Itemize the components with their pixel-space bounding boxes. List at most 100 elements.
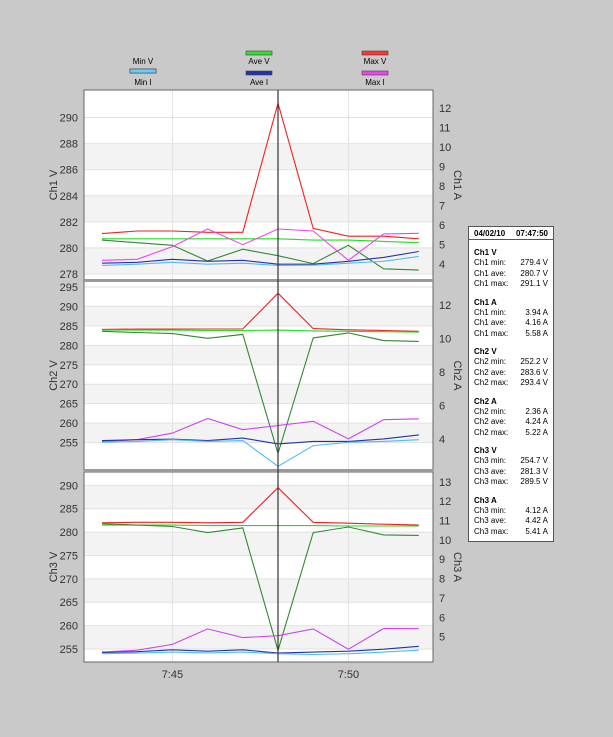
stats-value: 4.16 A [525, 318, 548, 327]
stats-value: 5.58 A [525, 328, 548, 338]
right-tick-label: 12 [439, 496, 451, 508]
series-line-ave-v [102, 524, 419, 527]
left-tick-label: 285 [60, 504, 78, 516]
left-tick-label: 288 [60, 139, 78, 151]
stats-key: Ch1 max: [474, 279, 509, 288]
stats-key: Ch3 ave: [474, 466, 507, 476]
series-line-max-i [101, 417, 419, 442]
right-tick-label: 12 [439, 103, 451, 115]
left-tick-label: 284 [60, 191, 78, 203]
grid-band [84, 384, 433, 404]
stats-value: 289.5 V [520, 477, 548, 486]
stats-row: Ch3 max: 5.41 A [474, 527, 548, 538]
stats-row: Ch2 min: 2.36 A [474, 407, 548, 418]
stats-key: Ch2 max: [474, 427, 509, 437]
left-tick-label: 260 [60, 621, 78, 633]
series-line-max-i [101, 627, 419, 653]
stats-group-title: Ch1 A [474, 297, 497, 307]
stats-group: Ch3 A Ch3 min: 4.12 A Ch3 ave: 4.42 A Ch3 max… [469, 495, 553, 538]
right-tick-label: 4 [439, 434, 445, 446]
stats-row: Ch3 min: 4.12 A [474, 506, 548, 517]
left-tick-label: 278 [60, 269, 78, 281]
left-tick-label: 286 [60, 165, 78, 177]
stats-row: Ch1 min: 3.94 A [474, 308, 548, 319]
series-line-max-i [101, 228, 419, 262]
stats-row: Ch2 ave: 283.6 V [474, 368, 548, 379]
left-tick-label: 270 [60, 379, 78, 391]
right-tick-label: 10 [439, 535, 451, 547]
stats-value: 2.36 A [525, 406, 548, 416]
stats-value: 283.6 V [520, 367, 548, 377]
stats-row: Ch1 min: 279.4 V [474, 258, 548, 269]
x-axis: 7:45 7:50 [162, 669, 359, 681]
stats-key: Ch1 min: [474, 307, 507, 317]
series-line-min-i [101, 439, 419, 467]
left-tick-label: 265 [60, 399, 78, 411]
stats-key: Ch1 max: [474, 328, 509, 338]
stats-row: Ch1 max: 5.58 A [474, 329, 548, 340]
series-line-ave-v [102, 329, 419, 333]
stats-key: Ch3 min: [474, 456, 507, 465]
series-line-max-v [101, 101, 419, 240]
stats-key: Ch1 min: [474, 258, 507, 267]
right-tick-label: 8 [439, 181, 445, 193]
right-tick-label: 12 [439, 300, 451, 312]
statistics-panel: 04/02/10 07:47:50 Ch1 V Ch1 min: 279.4 V Ch… [468, 226, 554, 542]
stats-row: Ch3 ave: 4.42 A [474, 516, 548, 527]
grid-band [84, 195, 433, 222]
panel-1: 278 280 282 284 286 288 290 4 5 6 7 8 9 10 11 12 Ch1 V Ch… [48, 89, 463, 281]
grid-band [84, 345, 433, 365]
stats-group-title: Ch2 V [474, 347, 497, 356]
series-line-ave-i [101, 250, 419, 265]
stats-key: Ch2 ave: [474, 367, 507, 377]
left-tick-label: 275 [60, 360, 78, 372]
right-tick-label: 6 [439, 400, 445, 412]
right-tick-label: 8 [439, 367, 445, 379]
series-line-ave-i [101, 434, 419, 445]
stats-row: Ch3 min: 254.7 V [474, 456, 548, 467]
stats-row: Ch1 ave: 280.7 V [474, 269, 548, 280]
left-tick-label: 290 [60, 301, 78, 313]
right-axis-title: Ch3 A [451, 552, 463, 583]
right-tick-label: 10 [439, 334, 451, 346]
stats-group: Ch1 A Ch1 min: 3.94 A Ch1 ave: 4.16 A Ch1 max… [469, 297, 553, 340]
stats-row: Ch2 max: 293.4 V [474, 378, 548, 389]
stats-group-title: Ch2 A [474, 396, 497, 406]
stats-key: Ch2 min: [474, 357, 507, 366]
stats-value: 4.24 A [525, 417, 548, 426]
grid-band [84, 532, 433, 556]
x-tick-label: 7:50 [338, 669, 359, 681]
stats-group: Ch2 V Ch2 min: 252.2 V Ch2 ave: 283.6 V Ch2 m… [469, 346, 553, 389]
stats-value: 280.7 V [520, 268, 548, 278]
legend-label-max-i: Max I [365, 78, 385, 87]
series-line-min-i [101, 649, 419, 656]
legend-label-ave-v: Ave V [248, 57, 270, 66]
stats-key: Ch3 max: [474, 526, 509, 536]
stats-group: Ch3 V Ch3 min: 254.7 V Ch3 ave: 281.3 V Ch3 m… [469, 445, 553, 488]
chart-panels: 278 280 282 284 286 288 290 4 5 6 7 8 9 10 11 12 Ch1 V Ch… [48, 89, 463, 663]
right-tick-label: 9 [439, 554, 445, 566]
stats-key: Ch3 ave: [474, 516, 507, 525]
left-tick-label: 255 [60, 438, 78, 450]
grid-band [84, 143, 433, 170]
stats-value: 5.41 A [525, 526, 548, 536]
stats-key: Ch2 ave: [474, 417, 507, 426]
panel-separator [84, 469, 433, 472]
legend-label-min-v: Min V [133, 57, 154, 66]
series-line-ave-v [102, 238, 419, 244]
left-tick-label: 285 [60, 321, 78, 333]
series-line-ave-i [101, 645, 419, 654]
stats-value: 4.12 A [525, 505, 548, 515]
right-tick-label: 7 [439, 201, 445, 213]
right-tick-label: 9 [439, 161, 445, 173]
right-axis-title: Ch1 A [451, 170, 463, 201]
x-tick-label: 7:45 [162, 669, 183, 681]
stats-value: 279.4 V [520, 258, 548, 267]
stats-key: Ch3 min: [474, 505, 507, 515]
legend-swatch-ave-i [245, 70, 273, 76]
left-tick-label: 280 [60, 340, 78, 352]
right-tick-label: 6 [439, 220, 445, 232]
right-axis-title: Ch2 A [451, 361, 463, 392]
left-tick-label: 275 [60, 550, 78, 562]
